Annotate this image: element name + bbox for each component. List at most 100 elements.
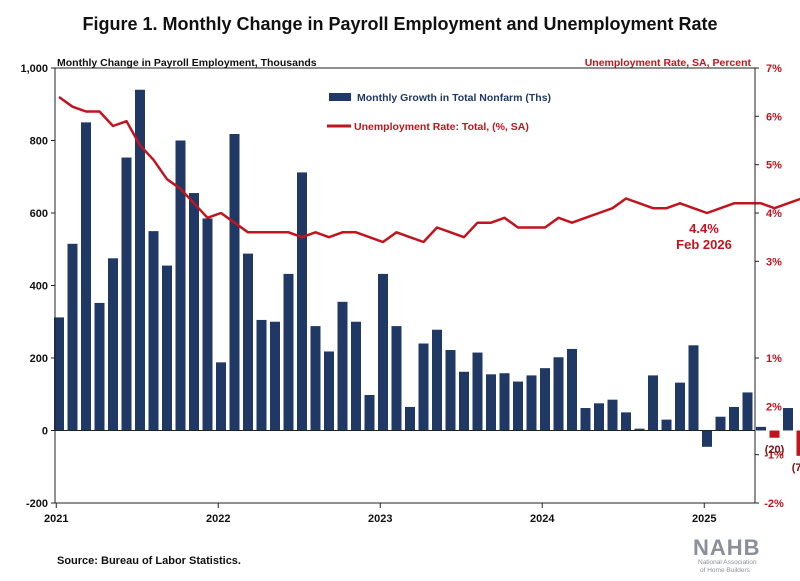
bar-2022-09 bbox=[324, 351, 334, 431]
line-series bbox=[58, 95, 800, 244]
x-tick-label: 2024 bbox=[530, 513, 555, 525]
bar-2021-03 bbox=[81, 122, 91, 431]
left-tick-label: 400 bbox=[30, 281, 48, 293]
bar-2023-05 bbox=[432, 329, 442, 431]
left-axis-ticks: 1,000 800 600 400 200 0 -200 bbox=[20, 63, 55, 510]
legend: Monthly Growth in Total Nonfarm (Ths) Un… bbox=[327, 92, 551, 133]
bar-2023-08 bbox=[472, 352, 483, 431]
data-label-2025-08: (70) bbox=[792, 462, 800, 474]
logo-sub1: National Association bbox=[698, 559, 757, 566]
bar-2024-01 bbox=[540, 368, 550, 431]
bar-2025-04 bbox=[742, 392, 753, 431]
right-tick-label: 6% bbox=[766, 111, 782, 123]
bar-2023-12 bbox=[526, 375, 537, 431]
bar-2021-11 bbox=[189, 193, 199, 431]
chart-title: Figure 1. Monthly Change in Payroll Empl… bbox=[82, 14, 717, 34]
bar-2024-09 bbox=[648, 375, 658, 431]
legend-bar-swatch bbox=[329, 93, 351, 101]
bar-2021-06 bbox=[121, 157, 132, 431]
annotation: 4.4% Feb 2026 bbox=[676, 221, 732, 252]
right-axis-ticks: 7% 6% 5% 4% 3% 1% -1% -2% 2% bbox=[755, 63, 784, 510]
data-label-2025-06: (20) bbox=[765, 444, 785, 456]
left-axis-title: Monthly Change in Payroll Employment, Th… bbox=[57, 57, 317, 69]
bar-2024-10 bbox=[661, 419, 672, 431]
bar-2023-09 bbox=[486, 374, 496, 431]
bar-2025-05 bbox=[756, 426, 766, 431]
bar-2024-02 bbox=[553, 357, 564, 431]
x-tick-label: 2021 bbox=[44, 513, 68, 525]
right-tick-label: 1% bbox=[766, 353, 782, 365]
bar-2024-06 bbox=[607, 399, 618, 431]
bar-2022-03 bbox=[243, 253, 253, 431]
bar-2024-05 bbox=[594, 403, 604, 431]
bar-2025-06 bbox=[769, 430, 780, 438]
logo-sub2: of Home Builders bbox=[700, 567, 751, 574]
logo-main: NAHB bbox=[693, 535, 761, 560]
bar-2023-01 bbox=[378, 273, 388, 431]
bar-2023-03 bbox=[405, 406, 415, 431]
bar-2025-03 bbox=[729, 406, 739, 431]
bar-2021-07 bbox=[135, 89, 145, 431]
bar-2022-05 bbox=[270, 321, 280, 431]
bar-2021-08 bbox=[148, 231, 159, 431]
bar-2021-04 bbox=[94, 302, 105, 431]
bar-2022-08 bbox=[310, 326, 321, 431]
bar-2021-05 bbox=[108, 258, 118, 431]
bar-2022-07 bbox=[297, 172, 307, 431]
data-labels: (20)(70)(140)(17)126(92) bbox=[765, 444, 800, 474]
bar-2023-04 bbox=[418, 343, 429, 431]
bar-2021-02 bbox=[67, 243, 78, 431]
right-tick-label: 7% bbox=[766, 63, 782, 75]
bar-series bbox=[54, 89, 800, 456]
bar-2023-11 bbox=[513, 381, 523, 431]
left-tick-label: -200 bbox=[26, 498, 48, 510]
bar-2023-07 bbox=[459, 371, 469, 431]
legend-line-label: Unemployment Rate: Total, (%, SA) bbox=[354, 121, 529, 133]
bar-2024-07 bbox=[621, 412, 631, 431]
bar-2022-04 bbox=[256, 319, 267, 431]
bar-2022-11 bbox=[351, 321, 361, 431]
bar-2021-10 bbox=[175, 140, 186, 431]
left-tick-label: 0 bbox=[42, 426, 48, 438]
left-tick-label: 600 bbox=[30, 208, 48, 220]
bar-2022-06 bbox=[283, 273, 294, 431]
bar-2025-01 bbox=[702, 430, 712, 447]
bar-2022-12 bbox=[364, 394, 375, 431]
bar-2024-12 bbox=[688, 345, 699, 431]
right-tick-label: -1% bbox=[764, 450, 784, 462]
x-tick-label: 2023 bbox=[368, 513, 392, 525]
bar-2022-02 bbox=[229, 133, 240, 431]
bar-2023-06 bbox=[445, 350, 456, 431]
left-tick-label: 800 bbox=[30, 136, 48, 148]
bar-2021-12 bbox=[202, 218, 213, 431]
bar-2025-07 bbox=[783, 408, 793, 431]
x-axis-ticks: 202120222023202420252026 bbox=[44, 503, 716, 525]
x-tick-label: 2022 bbox=[206, 513, 230, 525]
bar-2024-04 bbox=[580, 408, 591, 431]
bar-2021-01 bbox=[54, 317, 64, 431]
bar-2022-01 bbox=[216, 362, 226, 431]
right-tick-label: -2% bbox=[764, 498, 784, 510]
right-tick-label: 4% bbox=[766, 208, 782, 220]
bar-2023-10 bbox=[499, 373, 510, 431]
annotation-line2: Feb 2026 bbox=[676, 237, 732, 252]
bar-2021-09 bbox=[162, 265, 172, 431]
bar-2024-08 bbox=[634, 428, 645, 431]
bar-2024-11 bbox=[675, 382, 685, 431]
x-tick-label: 2025 bbox=[692, 513, 716, 525]
left-tick-label: 1,000 bbox=[20, 63, 48, 75]
right-tick-label: 2% bbox=[766, 401, 782, 413]
right-tick-label: 5% bbox=[766, 160, 782, 172]
right-tick-label: 3% bbox=[766, 256, 782, 268]
bar-2025-02 bbox=[715, 416, 726, 431]
left-tick-label: 200 bbox=[30, 353, 48, 365]
bar-2024-03 bbox=[567, 348, 577, 431]
bar-2025-08 bbox=[796, 430, 800, 456]
nahb-logo: NAHB National Association of Home Builde… bbox=[693, 535, 761, 574]
bar-2023-02 bbox=[391, 326, 402, 431]
source-note: Source: Bureau of Labor Statistics. bbox=[57, 555, 241, 567]
right-axis-title: Unemployment Rate, SA, Percent bbox=[585, 57, 752, 69]
bar-2022-10 bbox=[337, 301, 348, 431]
unemployment-line-segment-0 bbox=[58, 95, 800, 244]
